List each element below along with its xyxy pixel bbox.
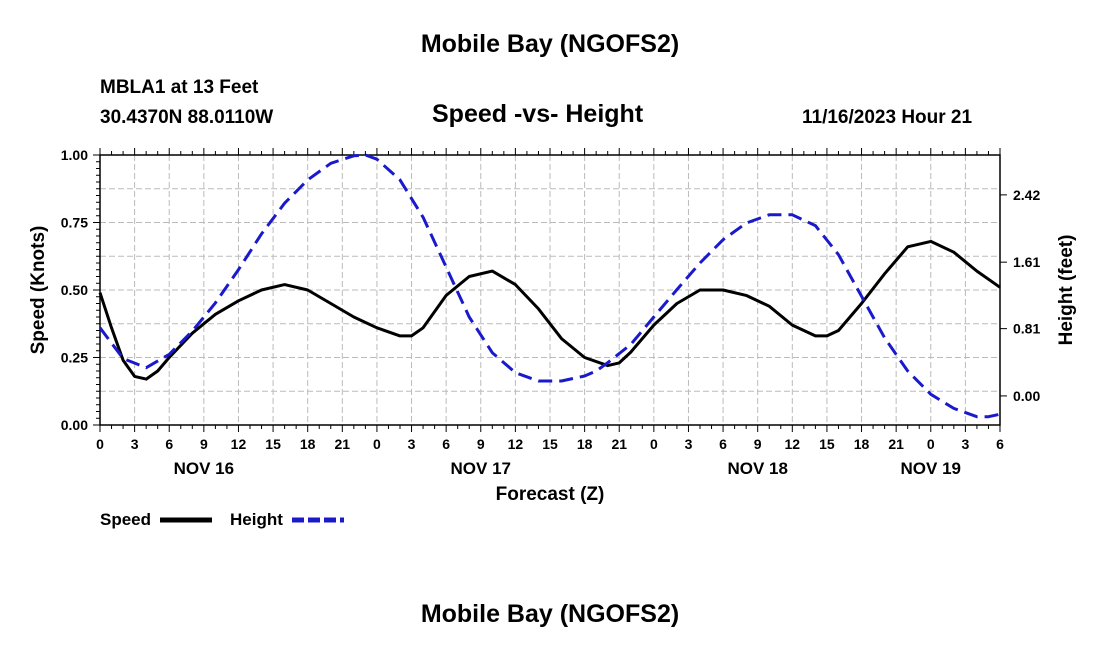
x-tick-label: 12 bbox=[785, 436, 801, 452]
coordinates-label: 30.4370N 88.0110W bbox=[100, 107, 274, 128]
x-tick-label: 3 bbox=[685, 436, 693, 452]
y2-tick-label: 1.61 bbox=[1013, 254, 1040, 270]
series-line-speed bbox=[98, 239, 1001, 381]
x-tick-label: 15 bbox=[542, 436, 558, 452]
tick-labels: 0 3 6 9 12 15 18 21 0 3 6 9 12 15 18 21 0 3 6 9 12 15 18 21 0 3 6N… bbox=[61, 147, 1041, 478]
legend-label: Height bbox=[230, 510, 283, 529]
x-tick-label: 18 bbox=[577, 436, 593, 452]
y2-axis-label: Height (feet) bbox=[1056, 235, 1077, 346]
x-tick-label: 9 bbox=[477, 436, 485, 452]
forecast-datetime: 11/16/2023 Hour 21 bbox=[802, 107, 973, 128]
axis-ticks bbox=[93, 148, 1007, 432]
page-title: Mobile Bay (NGOFS2) bbox=[420, 30, 680, 58]
x-tick-label: 15 bbox=[819, 436, 835, 452]
x-tick-label: 15 bbox=[265, 436, 281, 452]
x-tick-label: 12 bbox=[508, 436, 524, 452]
y-tick-label: 0.50 bbox=[61, 282, 88, 298]
y-tick-label: 0.75 bbox=[61, 215, 88, 231]
legend-label: Speed bbox=[100, 510, 151, 529]
x-tick-label: 0 bbox=[927, 436, 935, 452]
x-tick-label: 3 bbox=[961, 436, 969, 452]
x-tick-label: 12 bbox=[231, 436, 247, 452]
x-tick-label: 3 bbox=[131, 436, 139, 452]
x-day-label: NOV 17 bbox=[451, 459, 511, 478]
x-tick-label: 6 bbox=[165, 436, 173, 452]
x-tick-label: 21 bbox=[611, 436, 627, 452]
y2-tick-label: 2.42 bbox=[1013, 187, 1040, 203]
x-axis-label: Forecast (Z) bbox=[496, 484, 605, 505]
y2-tick-label: 0.81 bbox=[1013, 321, 1040, 337]
series-line-height bbox=[98, 153, 1001, 419]
chart-title: Speed -vs- Height bbox=[432, 100, 644, 128]
x-tick-label: 9 bbox=[200, 436, 208, 452]
y2-tick-label: 0.00 bbox=[1013, 388, 1040, 404]
legend: Speed Height bbox=[100, 510, 344, 529]
y-tick-label: 0.00 bbox=[61, 417, 88, 433]
x-tick-label: 0 bbox=[373, 436, 381, 452]
footer-title: Mobile Bay (NGOFS2) bbox=[420, 600, 680, 628]
grid-lines bbox=[100, 155, 1000, 425]
x-day-label: NOV 19 bbox=[901, 459, 961, 478]
y-tick-label: 0.25 bbox=[61, 350, 88, 366]
x-day-label: NOV 18 bbox=[727, 459, 787, 478]
x-tick-label: 3 bbox=[408, 436, 416, 452]
x-tick-label: 18 bbox=[854, 436, 870, 452]
station-label: MBLA1 at 13 Feet bbox=[100, 77, 259, 98]
y-axis-label: Speed (Knots) bbox=[28, 226, 49, 355]
x-tick-label: 21 bbox=[335, 436, 351, 452]
x-tick-label: 0 bbox=[96, 436, 104, 452]
x-tick-label: 18 bbox=[300, 436, 316, 452]
series-lines bbox=[98, 153, 1001, 419]
x-tick-label: 6 bbox=[442, 436, 450, 452]
y-tick-label: 1.00 bbox=[61, 147, 88, 163]
x-tick-label: 6 bbox=[719, 436, 727, 452]
x-day-label: NOV 16 bbox=[174, 459, 234, 478]
x-tick-label: 0 bbox=[650, 436, 658, 452]
x-tick-label: 9 bbox=[754, 436, 762, 452]
x-tick-label: 6 bbox=[996, 436, 1004, 452]
x-tick-label: 21 bbox=[888, 436, 904, 452]
speed-height-chart: 0 3 6 9 12 15 18 21 0 3 6 9 12 15 18 21 0 3 6 9 12 15 18 21 0 3 6N… bbox=[28, 147, 1077, 529]
